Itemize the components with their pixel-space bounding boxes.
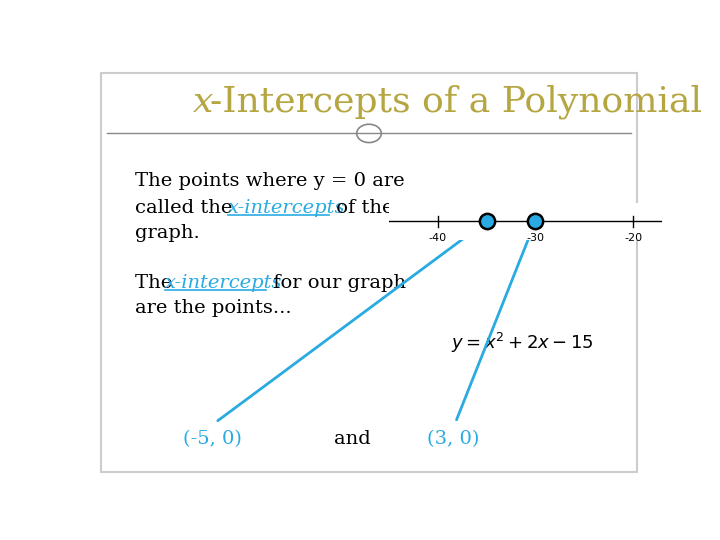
FancyBboxPatch shape	[101, 73, 637, 472]
Text: (3, 0): (3, 0)	[426, 430, 479, 448]
Text: graph.: graph.	[135, 224, 199, 242]
Text: x: x	[193, 85, 214, 119]
Text: The points where y = 0 are: The points where y = 0 are	[135, 172, 404, 190]
Text: $y = x^2 + 2x - 15$: $y = x^2 + 2x - 15$	[451, 332, 594, 355]
Text: The: The	[135, 274, 178, 292]
Text: -Intercepts of a Polynomial: -Intercepts of a Polynomial	[210, 85, 702, 119]
Text: x-intercepts: x-intercepts	[228, 199, 346, 217]
Text: are the points...: are the points...	[135, 299, 292, 317]
Text: -30: -30	[526, 233, 544, 244]
Text: (-5, 0): (-5, 0)	[184, 430, 242, 448]
Text: for our graph: for our graph	[267, 274, 407, 292]
Circle shape	[356, 124, 382, 143]
Text: called the: called the	[135, 199, 238, 217]
Text: -40: -40	[428, 233, 446, 244]
Text: x-intercepts: x-intercepts	[166, 274, 283, 292]
Text: of the: of the	[330, 199, 393, 217]
Text: -20: -20	[624, 233, 642, 244]
Text: and: and	[334, 430, 371, 448]
